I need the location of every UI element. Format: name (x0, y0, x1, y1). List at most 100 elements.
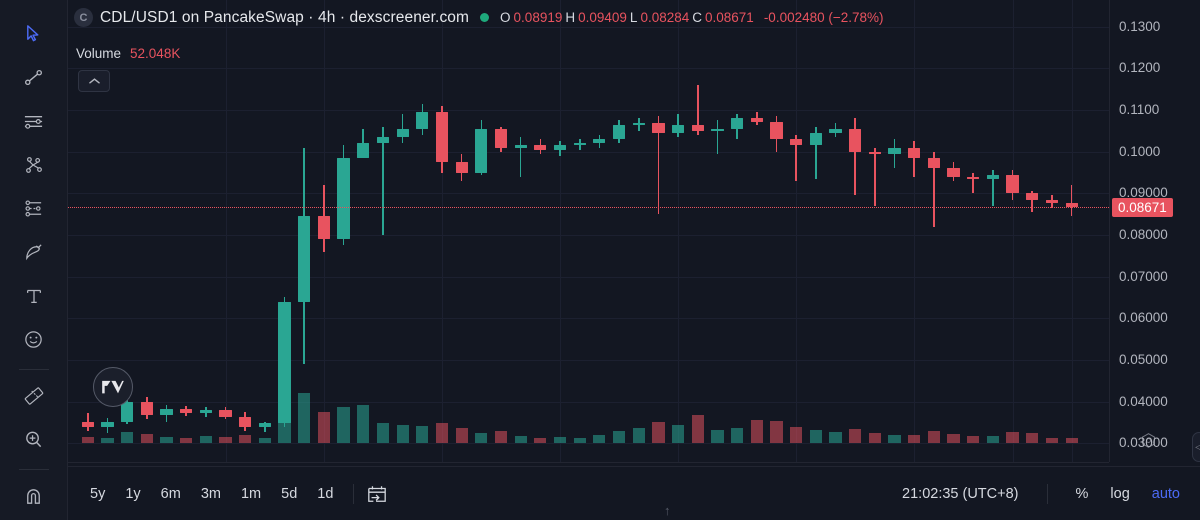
candle-wick (657, 116, 660, 215)
grid-line-vertical (1012, 0, 1014, 462)
volume-bar (1006, 432, 1019, 443)
grid-line-horizontal (68, 110, 1109, 112)
grid-line-vertical (560, 0, 562, 462)
scroll-up-caret[interactable]: ↑ (664, 503, 671, 518)
candle-body (1026, 193, 1039, 200)
candle-body (888, 147, 901, 154)
volume-bar (258, 438, 271, 443)
candle-body (908, 147, 921, 158)
volume-bar (809, 430, 822, 443)
price-axis-tick: 0.1300 (1119, 18, 1161, 34)
volume-bar (435, 423, 449, 443)
volume-bar (317, 412, 330, 443)
volume-bar (1045, 438, 1059, 443)
go-to-date-icon[interactable] (366, 484, 388, 504)
emoji-icon[interactable] (14, 319, 54, 359)
price-axis-tick: 0.05000 (1119, 351, 1168, 367)
brush-icon[interactable] (14, 232, 54, 272)
trend-line-icon[interactable] (14, 58, 54, 98)
log-toggle[interactable]: log (1110, 485, 1130, 502)
volume-bar (947, 434, 960, 443)
candle-wick (716, 120, 719, 154)
volume-bar (849, 429, 862, 443)
candle-body (671, 124, 685, 133)
candle-body (337, 157, 350, 240)
range-button-1d[interactable]: 1d (317, 485, 334, 502)
candle-wick (992, 170, 994, 206)
volume-bar (534, 438, 547, 443)
candle-body (927, 157, 940, 169)
candle-body (494, 128, 508, 148)
candle-wick (264, 421, 266, 432)
volume-bar (1065, 438, 1078, 443)
price-axis-tick: 0.06000 (1119, 310, 1168, 326)
collapse-pane-button[interactable] (78, 70, 110, 92)
close-label: C (692, 10, 702, 25)
high-value: 0.09409 (578, 10, 627, 25)
volume-bar (671, 425, 685, 443)
toolbar-divider (18, 369, 49, 371)
price-axis[interactable]: 0.1300 0.1200 0.1100 0.1000 0.09000 0.08000 0.… (1109, 0, 1200, 462)
candle-body (770, 121, 783, 140)
zoom-in-icon[interactable] (14, 420, 54, 460)
candle-body (81, 422, 94, 428)
pattern-icon[interactable] (14, 145, 54, 185)
volume-bar (927, 431, 940, 443)
percent-toggle[interactable]: % (1075, 485, 1089, 502)
volume-bar (908, 435, 921, 443)
cursor-icon[interactable] (14, 14, 54, 54)
volume-bar (790, 427, 803, 443)
horizontal-lines-icon[interactable] (14, 101, 54, 141)
grid-line-horizontal (68, 359, 1109, 361)
candle-body (711, 128, 724, 131)
fib-icon[interactable] (14, 189, 54, 229)
candle-body (1045, 199, 1059, 203)
range-button-5d[interactable]: 5d (281, 485, 298, 502)
bottom-divider-2 (1046, 483, 1048, 504)
volume-bar (357, 405, 370, 443)
time-range-buttons: 5y 1y 6m 3m 1m 5d 1d (82, 482, 341, 506)
candle-wick (696, 85, 699, 136)
chart-plot[interactable] (68, 0, 1109, 462)
volume-bar (868, 433, 881, 443)
auto-toggle[interactable]: auto (1151, 485, 1180, 502)
range-button-1m[interactable]: 1m (240, 485, 262, 502)
volume-bar (337, 407, 350, 443)
volume-label: Volume (76, 46, 122, 61)
candle-wick (1031, 191, 1034, 213)
axis-settings-icon[interactable] (1140, 432, 1157, 454)
grid-line-horizontal (68, 235, 1109, 236)
candle-wick (382, 126, 384, 235)
volume-bar (416, 426, 429, 443)
candle-body (947, 168, 960, 177)
chevron-up-icon (88, 78, 100, 84)
candle-body (376, 137, 390, 144)
volume-bar (376, 423, 390, 443)
candle-wick (362, 128, 365, 156)
candle-body (829, 128, 842, 133)
volume-bar (278, 417, 291, 443)
candle-wick (87, 413, 89, 431)
text-icon[interactable] (14, 276, 54, 316)
range-button-6m[interactable]: 6m (160, 485, 181, 502)
volume-bar (514, 436, 527, 443)
volume-bar (160, 437, 173, 443)
candle-body (691, 124, 704, 131)
candle-wick (874, 147, 876, 206)
measure-ruler-icon[interactable] (14, 376, 54, 416)
price-change: -0.002480 (−2.78%) (763, 10, 884, 25)
candle-body (475, 128, 488, 173)
panel-collapse-handle[interactable]: ◁ (1192, 432, 1200, 462)
candle-body (258, 423, 271, 427)
range-button-5y[interactable]: 5y (90, 485, 106, 502)
candle-body (140, 402, 153, 415)
candle-body (652, 122, 665, 133)
grid-line-horizontal (68, 151, 1109, 153)
range-button-3m[interactable]: 3m (200, 485, 221, 502)
magnet-icon[interactable] (14, 476, 54, 516)
candle-wick (972, 172, 975, 194)
candle-body (790, 139, 803, 146)
clock-readout[interactable]: 21:02:35 (UTC+8) (902, 485, 1019, 502)
range-button-1y[interactable]: 1y (125, 485, 141, 502)
candle-body (593, 139, 606, 144)
